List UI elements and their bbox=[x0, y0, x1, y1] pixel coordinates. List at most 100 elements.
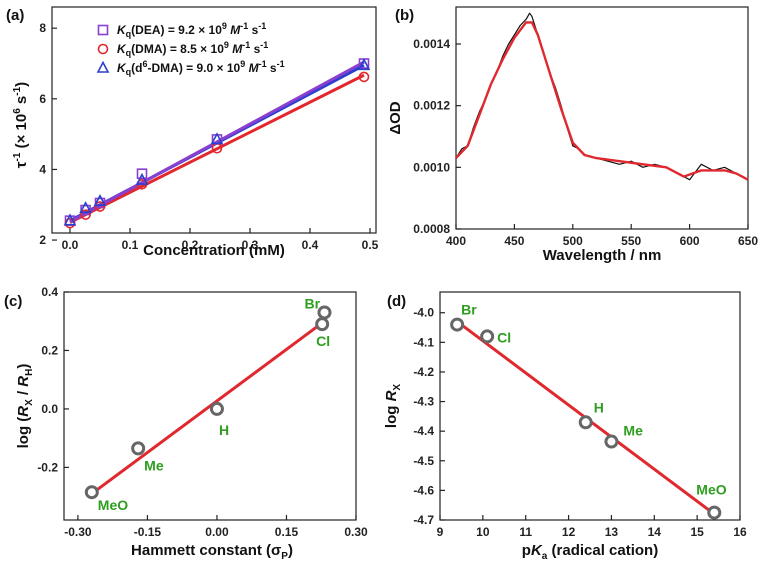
panel-c-point-cl bbox=[315, 317, 330, 332]
b-xtick-label: 650 bbox=[738, 234, 758, 248]
a-xtick-label: 0.4 bbox=[302, 238, 319, 252]
c-xtick-label: 0.00 bbox=[205, 525, 229, 539]
d-ytick-label: -4.0 bbox=[413, 306, 434, 320]
panel-a-fit-line-circle bbox=[69, 73, 365, 224]
panel-d-label-meo: MeO bbox=[696, 482, 726, 498]
d-xtick-label: 11 bbox=[519, 525, 532, 539]
panel-b-series-measured bbox=[455, 12, 749, 181]
panel-d-xlabel: pKa (radical cation) bbox=[522, 542, 658, 562]
b-ytick-label: 0.0012 bbox=[413, 99, 450, 113]
panel-a-legend-entry: Kq(DMA) = 8.5 × 109 M-1 s-1 bbox=[117, 40, 268, 58]
svg-text:pKa (radical cation): pKa (radical cation) bbox=[522, 542, 658, 562]
d-ytick-label: -4.1 bbox=[413, 335, 434, 349]
b-ytick-label: 0.0010 bbox=[413, 160, 450, 174]
panel-a-point-triangle bbox=[79, 201, 92, 214]
c-xtick-label: 0.30 bbox=[344, 525, 368, 539]
svg-text:log (RX / RH): log (RX / RH) bbox=[15, 364, 35, 449]
panel-a-legend-entry: Kq(DEA) = 9.2 × 109 M-1 s-1 bbox=[117, 21, 266, 39]
panel-d-point-me bbox=[604, 434, 619, 449]
a-xtick-label: 0.3 bbox=[242, 238, 259, 252]
panel-b-series-fit bbox=[455, 21, 749, 181]
panel-a-point-triangle bbox=[63, 213, 77, 226]
b-xtick-label: 550 bbox=[621, 234, 641, 248]
panel-a-legend-marker-circle bbox=[97, 43, 109, 55]
b-xtick-label: 500 bbox=[563, 234, 583, 248]
panel-a-point-triangle bbox=[135, 172, 149, 185]
d-ytick-label: -4.6 bbox=[413, 483, 434, 497]
c-ytick-label: -0.2 bbox=[37, 460, 58, 474]
d-xtick-label: 13 bbox=[605, 525, 619, 539]
panel-c-point-br bbox=[317, 305, 332, 320]
panel-c-label-meo: MeO bbox=[98, 497, 128, 513]
panel-a-point-triangle bbox=[93, 194, 107, 207]
svg-text:log RX: log RX bbox=[383, 384, 403, 429]
panel-a-point-circle bbox=[358, 71, 370, 83]
c-xtick-label: 0.15 bbox=[275, 525, 299, 539]
panel-c-label-me: Me bbox=[144, 457, 164, 473]
panel-d-label-h: H bbox=[594, 399, 604, 415]
panel-c-label-cl: Cl bbox=[316, 333, 330, 349]
svg-text:τ-1 (× 106 s-1): τ-1 (× 106 s-1) bbox=[12, 82, 30, 168]
panel-c-fit-line bbox=[90, 320, 326, 495]
panel-b-xlabel: Wavelength / nm bbox=[543, 247, 662, 264]
a-ytick-label: 8 bbox=[39, 21, 46, 35]
b-xtick-label: 400 bbox=[446, 234, 466, 248]
panel-c-frame bbox=[63, 291, 357, 521]
panel-b-label: (b) bbox=[395, 7, 414, 24]
d-xtick-label: 15 bbox=[690, 525, 704, 539]
c-ytick-label: 0.2 bbox=[41, 343, 58, 357]
b-ytick-label: 0.0014 bbox=[413, 37, 450, 51]
panel-c-point-me bbox=[131, 441, 146, 456]
c-xtick-label: -0.15 bbox=[134, 525, 162, 539]
panel-d-ylabel: log RX bbox=[383, 384, 403, 429]
panel-d-point-br bbox=[450, 317, 465, 332]
panel-b: (b) 400 450 500 550 600 650 0.0008 0.0010 0.001… bbox=[387, 6, 758, 264]
b-xtick-label: 600 bbox=[680, 234, 700, 248]
b-xtick-label: 450 bbox=[504, 234, 524, 248]
d-ytick-label: -4.7 bbox=[413, 513, 434, 527]
d-xtick-label: 10 bbox=[476, 525, 490, 539]
c-ytick-label: 0.4 bbox=[41, 285, 58, 299]
panel-d-frame bbox=[439, 291, 741, 521]
panel-d-label: (d) bbox=[387, 293, 406, 310]
d-ytick-label: -4.3 bbox=[413, 395, 434, 409]
d-xtick-label: 16 bbox=[733, 525, 747, 539]
d-xtick-label: 12 bbox=[562, 525, 576, 539]
panel-d-label-cl: Cl bbox=[497, 329, 511, 345]
panel-d-label-me: Me bbox=[623, 423, 643, 439]
panel-c-label-h: H bbox=[219, 422, 229, 438]
panel-c-label-br: Br bbox=[304, 295, 320, 311]
a-xtick-label: 0.1 bbox=[122, 238, 139, 252]
panel-b-frame bbox=[455, 6, 749, 230]
d-xtick-label: 9 bbox=[437, 525, 444, 539]
panel-a-legend-marker-square bbox=[97, 24, 109, 36]
panel-a-point-triangle bbox=[210, 132, 224, 145]
panel-a-frame bbox=[51, 6, 377, 234]
panel-a-legend: Kq(DEA) = 9.2 × 109 M-1 s-1Kq(DMA) = 8.5… bbox=[96, 21, 285, 77]
d-ytick-label: -4.2 bbox=[413, 365, 434, 379]
svg-text:Hammett constant (σP): Hammett constant (σP) bbox=[131, 542, 293, 562]
panel-a-point-circle bbox=[80, 209, 91, 220]
panel-a-xlabel: Concentration (mM) bbox=[143, 242, 285, 259]
panel-d: (d) 9 10 11 12 13 14 15 16 -4.0 -4.1 -4.2 -4.3 -4.4… bbox=[383, 291, 747, 562]
panel-b-ylabel: ΔOD bbox=[387, 101, 404, 134]
a-xtick-label: 0.0 bbox=[62, 238, 79, 252]
panel-c-label: (c) bbox=[4, 293, 22, 310]
a-xtick-label: 0.2 bbox=[182, 238, 199, 252]
panel-c-point-h bbox=[209, 401, 224, 416]
panel-c: (c) -0.30 -0.15 0.00 0.15 0.30 -0.2 0.0 0.2 0.4… bbox=[4, 285, 368, 562]
c-xtick-label: -0.30 bbox=[64, 525, 92, 539]
panel-a-point-triangle bbox=[357, 58, 371, 71]
panel-a-fit-line-square bbox=[69, 60, 365, 224]
panel-c-ylabel: log (RX / RH) bbox=[15, 364, 35, 449]
panel-a-legend-entry: Kq(d6-DMA) = 9.0 × 109 M-1 s-1 bbox=[117, 59, 285, 77]
panel-a-point-circle bbox=[94, 201, 106, 212]
panel-d-point-h bbox=[578, 415, 593, 430]
d-ytick-label: -4.5 bbox=[413, 454, 434, 468]
panel-d-point-meo bbox=[707, 505, 722, 520]
panel-c-point-meo bbox=[84, 485, 99, 500]
c-ytick-label: 0.0 bbox=[41, 402, 58, 416]
panel-a-point-square bbox=[136, 168, 148, 179]
panel-d-label-br: Br bbox=[461, 302, 477, 318]
